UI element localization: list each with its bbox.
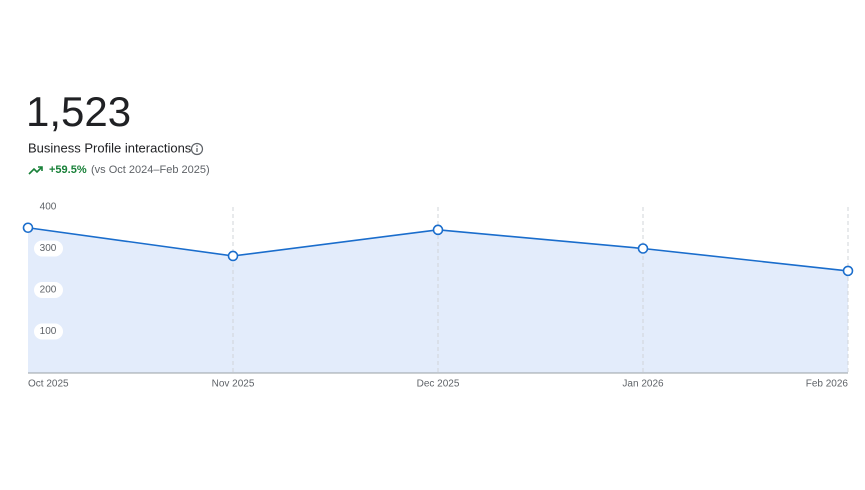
tick-pill: [34, 240, 63, 257]
comparison-text: (vs Oct 2024–Feb 2025): [91, 164, 210, 176]
point: [432, 224, 444, 236]
x-tick-label: Jan 2026: [622, 379, 664, 390]
point: [842, 265, 854, 277]
trend-arrow: [38, 166, 43, 171]
point: [637, 243, 649, 254]
point: [22, 222, 34, 234]
x-tick-label: Dec 2025: [417, 379, 460, 390]
info-icon[interactable]: [190, 142, 204, 156]
tick-pill: [34, 323, 63, 340]
total-value: 1,523: [26, 88, 131, 135]
x-tick-label: Feb 2026: [806, 379, 849, 390]
tick-pill: [34, 282, 63, 298]
x-tick-label: Nov 2025: [212, 379, 255, 390]
trend-icon: [28, 166, 43, 175]
y-tick-label: 400: [40, 202, 57, 213]
x-tick-label: Oct 2025: [28, 379, 69, 390]
point: [227, 250, 239, 262]
change-value: +59.5%: [49, 164, 87, 176]
y-tick-label: 100: [40, 326, 57, 337]
info-circle: [190, 142, 204, 156]
metric-label: Business Profile interactions: [28, 140, 192, 155]
y-tick-label: 300: [40, 243, 57, 254]
info-dot: [196, 145, 198, 147]
y-tick-label: 200: [40, 285, 57, 296]
